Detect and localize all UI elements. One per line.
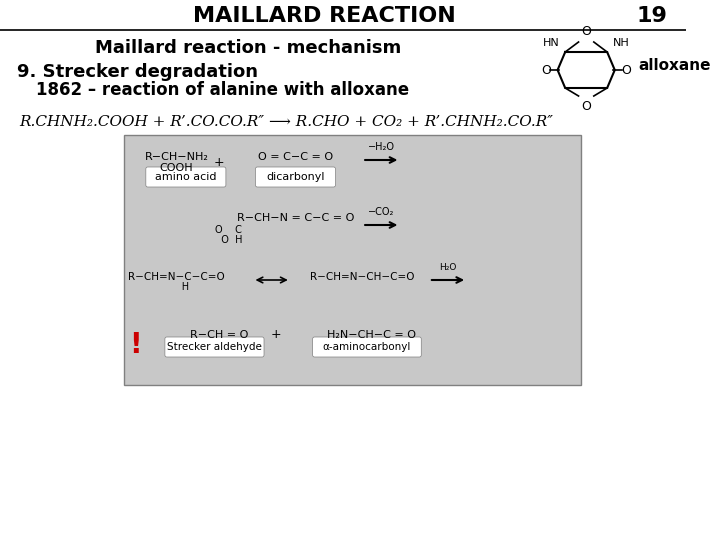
Text: HN: HN <box>543 38 559 48</box>
Text: R−CH = O: R−CH = O <box>190 330 248 340</box>
Text: Strecker aldehyde: Strecker aldehyde <box>167 342 262 352</box>
Text: H₂O: H₂O <box>439 263 456 272</box>
Text: O    C: O C <box>215 225 242 235</box>
Text: dicarbonyl: dicarbonyl <box>266 172 325 182</box>
Text: +: + <box>271 328 282 341</box>
Text: Maillard reaction - mechanism: Maillard reaction - mechanism <box>95 39 401 57</box>
Text: H: H <box>163 282 189 292</box>
Text: 9. Strecker degradation: 9. Strecker degradation <box>17 63 258 81</box>
Text: NH: NH <box>613 38 629 48</box>
Text: O: O <box>541 64 551 77</box>
Text: H₂N−CH−C = O: H₂N−CH−C = O <box>327 330 416 340</box>
FancyBboxPatch shape <box>146 167 226 187</box>
FancyBboxPatch shape <box>312 337 421 357</box>
Text: O: O <box>621 64 631 77</box>
Text: O = C−C = O: O = C−C = O <box>258 152 333 162</box>
Text: +: + <box>214 156 225 168</box>
Text: amino acid: amino acid <box>155 172 217 182</box>
Text: α-aminocarbonyl: α-aminocarbonyl <box>323 342 411 352</box>
Text: !: ! <box>129 331 142 359</box>
Text: −CO₂: −CO₂ <box>368 207 395 217</box>
Text: O  H: O H <box>215 235 243 245</box>
Text: −H₂O: −H₂O <box>368 142 395 152</box>
Bar <box>124 135 582 385</box>
Text: O: O <box>581 25 591 38</box>
Text: MAILLARD REACTION: MAILLARD REACTION <box>193 6 456 26</box>
FancyBboxPatch shape <box>256 167 336 187</box>
Text: 1862 – reaction of alanine with alloxane: 1862 – reaction of alanine with alloxane <box>36 81 410 99</box>
Text: O: O <box>581 100 591 113</box>
Text: R−CH=N−C−C=O: R−CH=N−C−C=O <box>128 272 225 282</box>
Text: 19: 19 <box>636 6 667 26</box>
Text: R−CH−NH₂: R−CH−NH₂ <box>145 152 208 162</box>
Text: R−CH−N = C−C = O: R−CH−N = C−C = O <box>237 213 354 223</box>
Text: COOH: COOH <box>160 163 193 173</box>
FancyBboxPatch shape <box>165 337 264 357</box>
Text: R−CH=N−CH−C=O: R−CH=N−CH−C=O <box>310 272 415 282</box>
Text: alloxane: alloxane <box>639 57 711 72</box>
Text: R.CHNH₂.COOH + R’.CO.CO.R″ ⟶ R.CHO + CO₂ + R’.CHNH₂.CO.R″: R.CHNH₂.COOH + R’.CO.CO.R″ ⟶ R.CHO + CO₂… <box>19 115 553 129</box>
